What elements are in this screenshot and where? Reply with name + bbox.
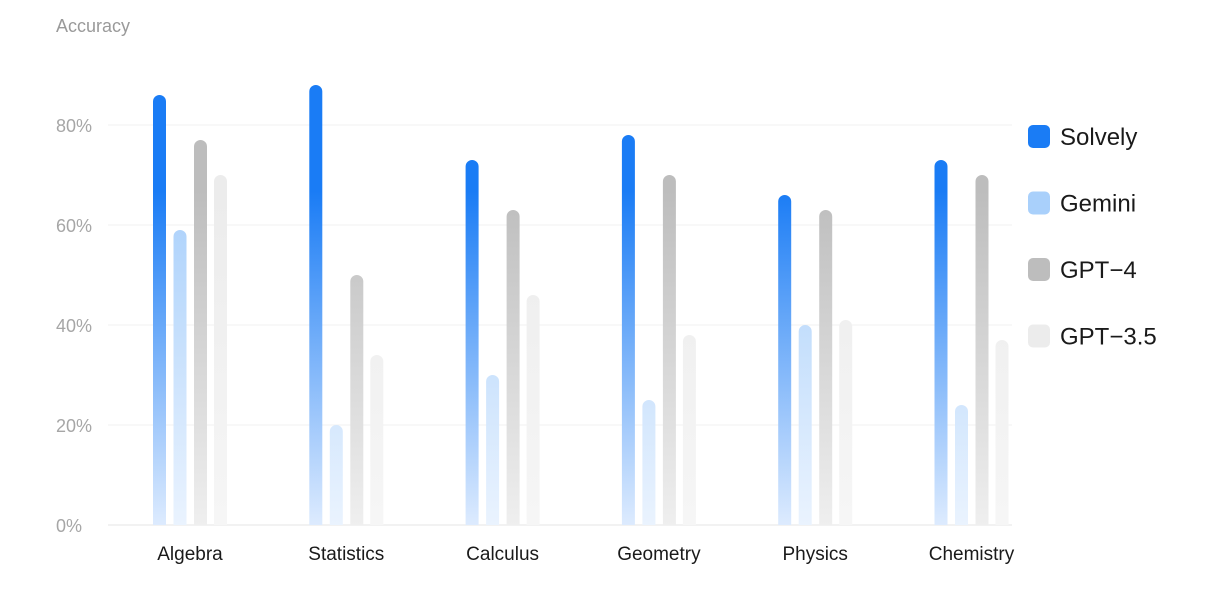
x-tick-label: Statistics bbox=[308, 544, 384, 565]
bar bbox=[506, 210, 520, 526]
bar bbox=[309, 85, 323, 525]
x-tick-label: Geometry bbox=[617, 544, 701, 565]
bar bbox=[975, 175, 989, 526]
bars bbox=[153, 85, 1009, 526]
bar bbox=[194, 140, 207, 525]
bar bbox=[173, 230, 187, 526]
y-tick-label: 20% bbox=[56, 416, 92, 436]
gridlines bbox=[108, 124, 1012, 526]
x-tick-label: Calculus bbox=[466, 544, 539, 565]
y-axis-title: Accuracy bbox=[56, 16, 130, 36]
legend-swatch bbox=[1028, 258, 1050, 281]
x-tick-label: Chemistry bbox=[929, 544, 1015, 565]
bar bbox=[214, 175, 227, 526]
legend-swatch bbox=[1028, 324, 1050, 348]
legend-label: Solvely bbox=[1060, 124, 1137, 151]
bar bbox=[486, 375, 500, 525]
bar bbox=[465, 160, 479, 525]
y-tick-label: 60% bbox=[56, 216, 92, 236]
legend-label: GPT−4 bbox=[1060, 257, 1137, 284]
bar bbox=[934, 160, 948, 525]
bar bbox=[621, 135, 635, 525]
bar bbox=[642, 400, 656, 525]
y-tick-label: 80% bbox=[56, 116, 92, 136]
legend-label: GPT−3.5 bbox=[1060, 324, 1157, 351]
bar bbox=[995, 340, 1009, 525]
bar bbox=[819, 210, 833, 525]
bar bbox=[682, 335, 696, 525]
legend-swatch bbox=[1028, 191, 1050, 215]
legend: Solvely Gemini GPT−4 GPT−3.5 bbox=[1028, 124, 1157, 351]
bar bbox=[153, 95, 166, 525]
legend-swatch bbox=[1028, 125, 1050, 148]
legend-label: Gemini bbox=[1060, 191, 1136, 218]
bar bbox=[778, 195, 792, 526]
bar bbox=[798, 325, 812, 525]
x-tick-label: Physics bbox=[782, 544, 847, 565]
bar bbox=[955, 405, 968, 525]
y-axis-ticks: 0% 20% 40% 60% 80% bbox=[56, 116, 92, 536]
bar bbox=[370, 355, 384, 525]
bar bbox=[839, 320, 853, 525]
bar bbox=[526, 295, 540, 525]
x-tick-label: Algebra bbox=[157, 544, 223, 565]
bar bbox=[662, 175, 676, 526]
bar bbox=[329, 425, 343, 525]
y-tick-label: 40% bbox=[56, 316, 92, 336]
y-tick-label: 0% bbox=[56, 516, 82, 536]
x-axis-ticks: Algebra Statistics Calculus Geometry Physics… bbox=[157, 544, 1015, 565]
bar bbox=[350, 275, 364, 525]
